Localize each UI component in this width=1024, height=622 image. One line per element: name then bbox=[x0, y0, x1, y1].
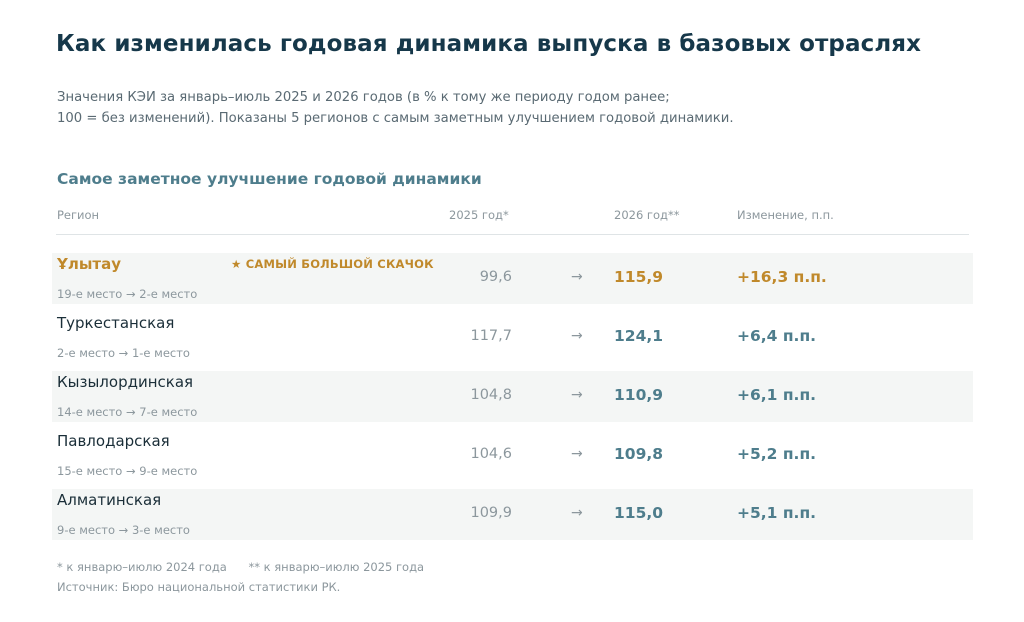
arrow-right-icon: → bbox=[571, 446, 583, 462]
change-value: +6,1 п.п. bbox=[737, 386, 817, 404]
arrow-right-icon: → bbox=[571, 328, 583, 344]
value-2025: 99,6 bbox=[479, 269, 512, 285]
column-header-2025: 2025 год* bbox=[449, 208, 509, 222]
region-name: Кызылординская bbox=[57, 373, 194, 391]
top-jump-badge: ★ САМЫЙ БОЛЬШОЙ СКАЧОК bbox=[231, 257, 434, 271]
value-2025: 117,7 bbox=[470, 328, 512, 344]
section-title: Самое заметное улучшение годовой динамик… bbox=[57, 170, 482, 188]
table-row: Павлодарская 15-е место → 9-е место 104,… bbox=[52, 430, 973, 481]
arrow-right-icon: → bbox=[571, 387, 583, 403]
table-row: Алматинская 9-е место → 3-е место 109,9 … bbox=[52, 489, 973, 540]
header-divider bbox=[56, 234, 969, 235]
arrow-right-icon: → bbox=[571, 505, 583, 521]
value-2026: 115,9 bbox=[614, 268, 664, 286]
footnotes: * к январю–июлю 2024 года ** к январю–ию… bbox=[57, 560, 424, 574]
region-name: Алматинская bbox=[57, 491, 162, 509]
table-row: Кызылординская 14-е место → 7-е место 10… bbox=[52, 371, 973, 422]
region-name: Павлодарская bbox=[57, 432, 170, 450]
change-value: +16,3 п.п. bbox=[737, 268, 827, 286]
rank-change: 14-е место → 7-е место bbox=[57, 405, 198, 419]
table-row: Ұлытау ★ САМЫЙ БОЛЬШОЙ СКАЧОК 19-е место… bbox=[52, 253, 973, 304]
value-2026: 124,1 bbox=[614, 327, 664, 345]
rank-change: 15-е место → 9-е место bbox=[57, 464, 198, 478]
rank-change: 19-е место → 2-е место bbox=[57, 287, 198, 301]
rank-change: 9-е место → 3-е место bbox=[57, 523, 190, 537]
page-subtitle: Значения КЭИ за январь–июль 2025 и 2026 … bbox=[57, 87, 957, 129]
subtitle-line: Значения КЭИ за январь–июль 2025 и 2026 … bbox=[57, 90, 670, 105]
value-2025: 104,8 bbox=[470, 387, 512, 403]
subtitle-line: 100 = без изменений). Показаны 5 регионо… bbox=[57, 111, 734, 126]
rank-change: 2-е место → 1-е место bbox=[57, 346, 190, 360]
value-2025: 109,9 bbox=[470, 505, 512, 521]
change-value: +5,1 п.п. bbox=[737, 504, 817, 522]
table-row: Туркестанская 2-е место → 1-е место 117,… bbox=[52, 312, 973, 363]
column-header-region: Регион bbox=[57, 208, 100, 222]
value-2026: 110,9 bbox=[614, 386, 664, 404]
region-table: Ұлытау ★ САМЫЙ БОЛЬШОЙ СКАЧОК 19-е место… bbox=[52, 253, 973, 548]
page-title: Как изменилась годовая динамика выпуска … bbox=[56, 31, 922, 57]
value-2025: 104,6 bbox=[470, 446, 512, 462]
footnote-2026: ** к январю–июлю 2025 года bbox=[248, 560, 425, 574]
source-note: Источник: Бюро национальной статистики Р… bbox=[57, 580, 341, 594]
region-name: Туркестанская bbox=[57, 314, 175, 332]
arrow-right-icon: → bbox=[571, 269, 583, 285]
region-name: Ұлытау bbox=[57, 255, 122, 273]
change-value: +6,4 п.п. bbox=[737, 327, 817, 345]
column-header-2026: 2026 год** bbox=[614, 208, 680, 222]
value-2026: 109,8 bbox=[614, 445, 664, 463]
footnote-2025: * к январю–июлю 2024 года bbox=[57, 560, 227, 574]
column-header-change: Изменение, п.п. bbox=[737, 208, 834, 222]
change-value: +5,2 п.п. bbox=[737, 445, 817, 463]
value-2026: 115,0 bbox=[614, 504, 664, 522]
